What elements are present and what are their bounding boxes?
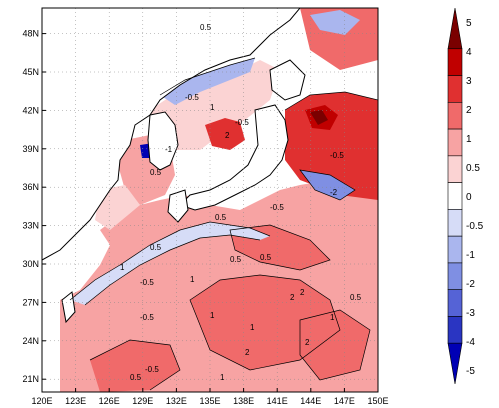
contour-lines [69, 57, 378, 391]
contour-value-label: 0.5 [230, 255, 242, 264]
contour-value-label: 0.5 [200, 23, 212, 32]
ocean-strong-warm-2 [90, 340, 180, 392]
colorbar: 5 4 3 2 1 0.5 0 -0.5 -1 -2 -3 -4 -5 [447, 7, 484, 385]
ocean-strong-warm-4 [300, 310, 370, 380]
lon-tick-label: 135E [199, 396, 220, 406]
lat-tick-label: 39N [22, 144, 39, 154]
colorbar-label: 2 [466, 105, 472, 116]
contour-value-label: -0.5 [330, 151, 344, 160]
colorbar-segment [447, 289, 463, 317]
lat-tick-label: 24N [22, 336, 39, 346]
colorbar-segment [447, 7, 463, 50]
contour-value-label: 1 [220, 373, 225, 382]
lat-tick-label: 42N [22, 105, 39, 115]
kuroshio-cool-band [70, 222, 270, 305]
colorbar-label: -2 [466, 279, 475, 290]
contour-value-label: -0.5 [270, 203, 284, 212]
contour-value-label: 1 [210, 311, 215, 320]
colorbar-label: 1 [466, 134, 472, 145]
contour-value-label: -0.5 [140, 278, 154, 287]
japan-sea-cool [160, 58, 255, 105]
contour-value-label: -0.5 [145, 365, 159, 374]
colorbar-segment [447, 235, 463, 264]
lon-tick-label: 150E [367, 396, 388, 406]
colorbar-label: -4 [466, 337, 475, 348]
land-honshu [179, 104, 289, 211]
colorbar-segment [447, 182, 463, 210]
lon-tick-label: 123E [65, 396, 86, 406]
colorbar-segment [447, 262, 463, 290]
longitude-axis: 120E 123E 126E 129E 132E 135E 138E 141E 144E 147E… [31, 388, 389, 406]
land-hokkaido [269, 59, 306, 101]
contour-value-label: 2 [300, 288, 305, 297]
lat-tick-label: 27N [22, 297, 39, 307]
colorbar-segment [447, 316, 463, 344]
colorbar-segment [447, 75, 463, 103]
colorbar-segment [447, 209, 463, 237]
land-kyushu [167, 189, 189, 223]
contour-value-label: 1 [330, 313, 335, 322]
lat-tick-label: 30N [22, 259, 39, 269]
pacific-north-cool [310, 10, 360, 35]
colorbar-label: 3 [466, 76, 472, 87]
colorbar-segment [447, 48, 463, 76]
contour-value-label: 0.5 [260, 253, 272, 262]
contour-value-label: 1 [250, 323, 255, 332]
lon-tick-label: 120E [31, 396, 52, 406]
land-asia [42, 8, 301, 261]
lat-tick-label: 45N [22, 67, 39, 77]
contour-value-label: 0.5 [130, 373, 142, 382]
lon-tick-label: 138E [233, 396, 254, 406]
colorbar-label: -3 [466, 308, 475, 319]
colorbar-segment [447, 155, 463, 183]
contour-value-label: 0.5 [215, 213, 227, 222]
colorbar-label: -0.5 [466, 221, 484, 232]
pacific-ne-core-2 [310, 110, 328, 125]
contour-value-label: -0.5 [140, 313, 154, 322]
contour-value-label: -0.5 [235, 118, 249, 127]
contour-value-label: 2 [245, 348, 250, 357]
lon-tick-label: 129E [132, 396, 153, 406]
japan-sea-warm-core [205, 118, 245, 150]
contour-value-label: 1 [120, 263, 125, 272]
lon-tick-label: 141E [267, 396, 288, 406]
japan-sea-field [150, 60, 280, 150]
colorbar-label: -5 [466, 366, 475, 377]
colorbar-label: -1 [466, 250, 475, 261]
land-korea [147, 111, 179, 171]
colorbar-segment [447, 128, 463, 157]
colorbar-segment [447, 342, 463, 385]
lat-tick-label: 21N [22, 374, 39, 384]
graticule [41, 8, 379, 392]
colorbar-label: 0 [466, 192, 472, 203]
contour-value-label: 2 [225, 131, 230, 140]
pacific-ne-cool [300, 170, 355, 200]
colorbar-label: 4 [466, 47, 472, 58]
latitude-axis: 48N 45N 42N 39N 36N 33N 30N 27N 24N 21N [22, 29, 46, 384]
colorbar-label: 0.5 [466, 163, 480, 174]
lon-tick-label: 132E [166, 396, 187, 406]
contour-labels: 0.5-0.512-10.5-0.5-2-0.510.520.51-0.5-0.… [120, 23, 362, 382]
land-taiwan [61, 291, 76, 324]
contour-value-label: 0.5 [150, 243, 162, 252]
contour-value-label: 1 [210, 103, 215, 112]
contour-value-label: -1 [165, 145, 173, 154]
lon-tick-label: 126E [99, 396, 120, 406]
colorbar-label: 5 [466, 18, 472, 29]
contour-value-label: 0.5 [150, 168, 162, 177]
colorbar-segment [447, 102, 463, 130]
lat-tick-label: 36N [22, 182, 39, 192]
contour-value-label: 2 [305, 338, 310, 347]
lat-tick-label: 48N [22, 29, 39, 39]
lon-tick-label: 144E [300, 396, 321, 406]
contour-value-label: 2 [290, 293, 295, 302]
coastlines [42, 8, 306, 324]
lat-tick-label: 33N [22, 221, 39, 231]
lon-tick-label: 147E [334, 396, 355, 406]
contour-value-label: -2 [330, 188, 338, 197]
contour-value-label: -0.5 [185, 93, 199, 102]
contour-value-label: 1 [190, 275, 195, 284]
contour-value-label: 0.5 [350, 293, 362, 302]
